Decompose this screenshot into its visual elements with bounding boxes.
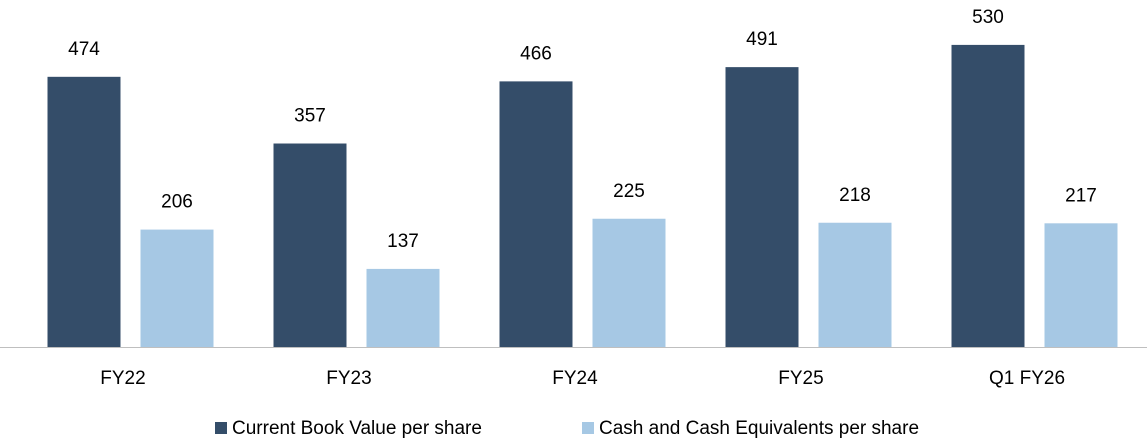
data-label: 218 [839, 185, 871, 206]
data-label: 357 [294, 106, 326, 127]
bar [273, 143, 347, 347]
bar [499, 81, 573, 347]
data-label: 137 [387, 231, 419, 252]
data-label: 225 [613, 181, 645, 202]
x-tick-label: Q1 FY26 [989, 368, 1065, 389]
x-tick-label: FY22 [100, 368, 145, 389]
bar [818, 222, 892, 347]
bar [366, 268, 440, 347]
data-label: 491 [746, 29, 778, 50]
x-tick-label: FY23 [326, 368, 371, 389]
bar [592, 218, 666, 347]
bar [951, 44, 1025, 348]
x-tick-label: FY25 [778, 368, 823, 389]
bar [1044, 223, 1118, 347]
bar [140, 229, 214, 347]
data-label: 217 [1065, 185, 1097, 206]
bar [47, 76, 121, 347]
legend-label: Cash and Cash Equivalents per share [599, 418, 919, 439]
data-label: 206 [161, 192, 193, 213]
legend-swatch [582, 422, 594, 434]
x-tick-label: FY24 [552, 368, 598, 389]
data-label: 530 [972, 7, 1004, 28]
legend-label: Current Book Value per share [232, 418, 482, 439]
data-label: 474 [68, 39, 100, 60]
legend-swatch [215, 422, 227, 434]
bar [725, 67, 799, 347]
data-label: 466 [520, 43, 552, 64]
